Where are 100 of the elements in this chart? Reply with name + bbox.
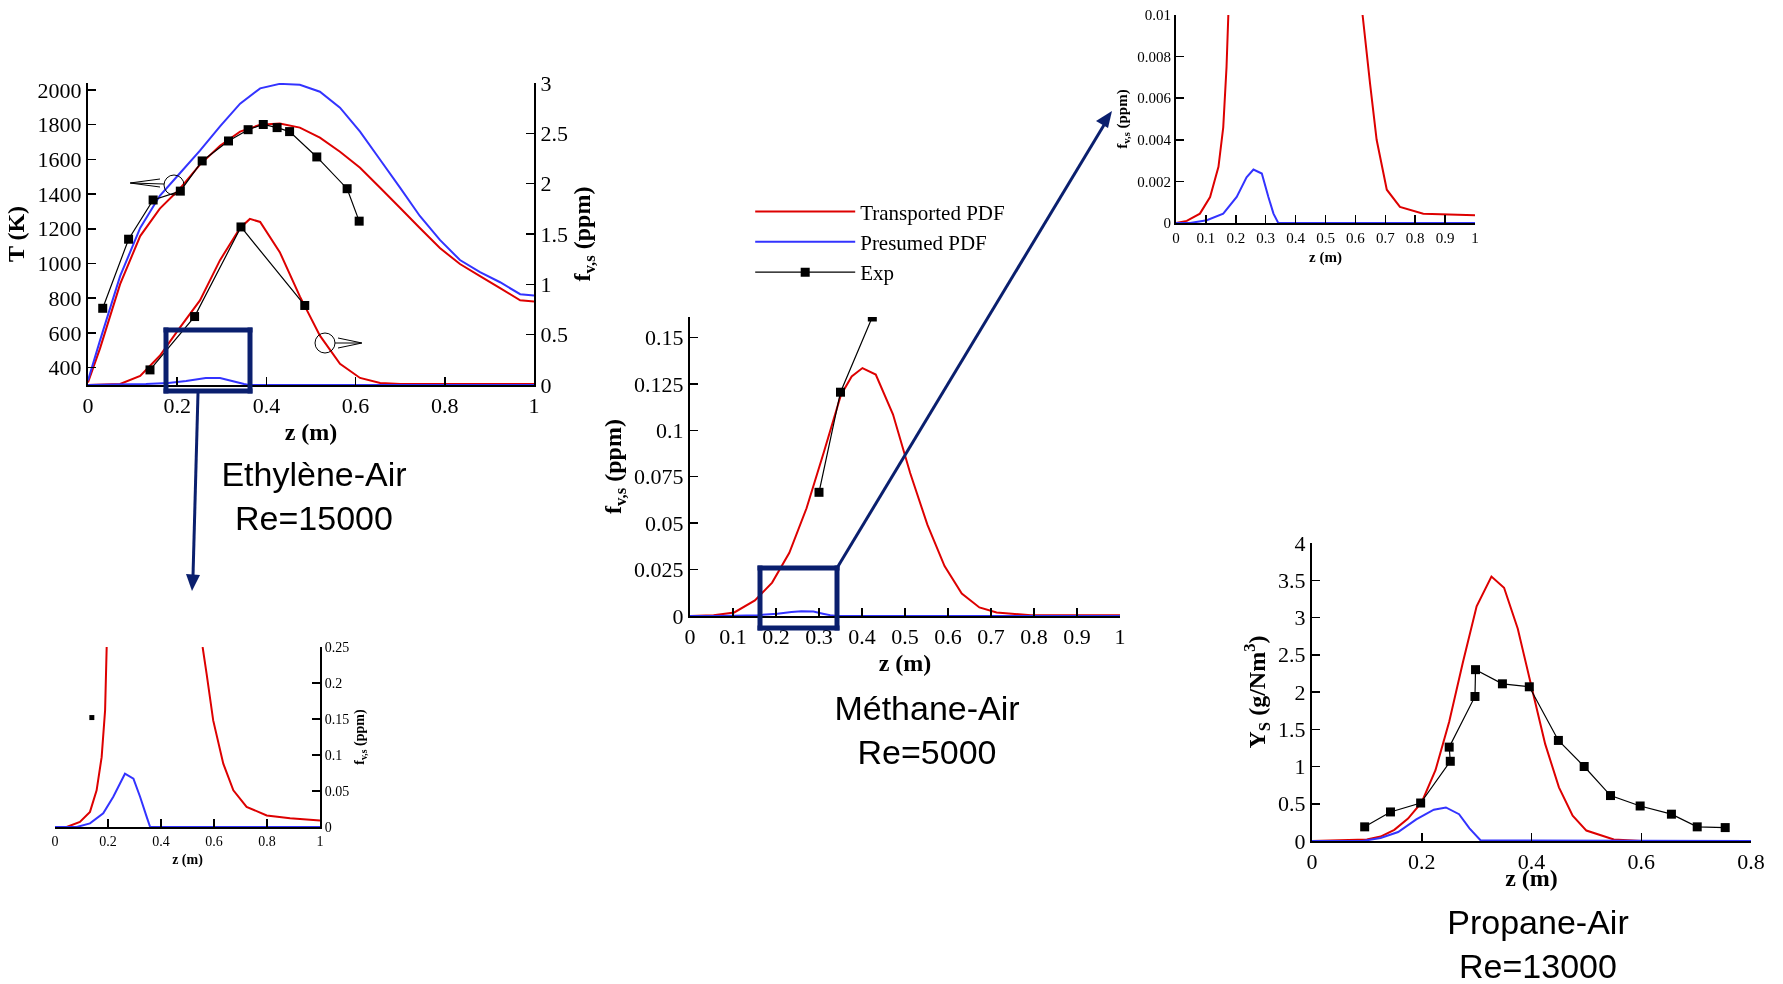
point [1666, 809, 1676, 819]
point [145, 365, 155, 375]
x-tick-label: 0.2 [762, 623, 790, 649]
y2-tick-label: 1.5 [540, 221, 568, 247]
point [1444, 742, 1454, 752]
point [1471, 665, 1481, 675]
point [272, 123, 282, 133]
y2-tick-label: 0.15 [324, 711, 350, 727]
x-tick-label: 0.2 [1226, 230, 1246, 246]
x-tick-label: 0.6 [1627, 849, 1655, 875]
x-axis-title: z (m) [878, 649, 932, 676]
y-tick-label: 600 [48, 320, 82, 346]
x-tick-label: 1 [1471, 230, 1479, 246]
y-tick-label: 1 [1294, 754, 1306, 780]
point [236, 222, 246, 232]
y-tick-label: 3 [1294, 605, 1306, 631]
point [1445, 756, 1455, 766]
y-tick-label: 0.05 [645, 510, 684, 536]
text: Re=13000 [1458, 946, 1618, 984]
y2-tick-label: 0.5 [540, 322, 568, 348]
y-tick-label: 1.5 [1278, 716, 1306, 742]
y-tick-label: 2000 [37, 77, 82, 103]
y-tick-label: 1400 [37, 181, 82, 207]
y-tick-label: 1800 [37, 112, 82, 138]
y-tick-label: 0.15 [645, 324, 684, 350]
point [1524, 682, 1534, 692]
y-tick-label: 2.5 [1278, 642, 1306, 668]
point [98, 303, 108, 313]
y-tick-label: 0.025 [634, 556, 684, 582]
y2-tick-label: 2 [540, 171, 552, 197]
y2-tick-label: 0.05 [324, 783, 350, 799]
point [223, 136, 233, 146]
y-tick-label: 0.006 [1137, 90, 1172, 107]
y-tick-label: 4 [1294, 530, 1306, 556]
x-tick-label: 0.7 [1375, 230, 1396, 246]
x-tick-label: 0.8 [1405, 230, 1425, 246]
x-tick-label: 0.1 [719, 623, 747, 649]
text: Propane-Air [1447, 902, 1629, 943]
y2-tick-label: 0.1 [324, 747, 343, 763]
y-tick-label: 0.002 [1137, 173, 1171, 190]
point [1470, 691, 1480, 701]
legend-label: Exp [860, 260, 895, 285]
y-tick-label: 0.008 [1137, 48, 1171, 65]
x-tick-label: 1 [1114, 623, 1126, 649]
x-tick-label: 0.4 [252, 393, 281, 419]
x-tick-label: 0.8 [258, 833, 276, 849]
point [197, 156, 207, 166]
x-tick-label: 0.6 [1346, 230, 1366, 246]
point [1606, 791, 1616, 801]
point [836, 387, 845, 397]
x-axis-title: z (m) [284, 419, 338, 446]
point [354, 216, 364, 226]
point [285, 127, 295, 137]
x-tick-label: 0.3 [1256, 230, 1276, 246]
x-tick-label: 1 [316, 833, 324, 849]
point [1579, 762, 1589, 771]
text: Re=5000 [856, 732, 998, 773]
legend-label: Transported PDF [860, 200, 1005, 225]
y2-tick-label: 0.2 [324, 675, 343, 691]
y-tick-label: 0 [1163, 215, 1171, 232]
point [258, 119, 268, 129]
y-tick-label: 1200 [37, 216, 82, 242]
point [1360, 822, 1370, 832]
point [342, 184, 352, 194]
x-tick-label: 0.3 [805, 623, 833, 649]
y-tick-label: 0.125 [634, 371, 684, 397]
point [1553, 735, 1563, 745]
y-tick-label: 3.5 [1278, 567, 1306, 593]
x-tick-label: 0.8 [1020, 623, 1048, 649]
point [1692, 822, 1702, 832]
x-tick-label: 0.7 [977, 623, 1005, 649]
point [148, 195, 158, 205]
point [300, 300, 310, 310]
point [124, 234, 134, 244]
y2-tick-label: 1 [540, 272, 552, 298]
y-tick-label: 800 [48, 285, 82, 311]
x-tick-label: 0.2 [99, 833, 117, 849]
y-tick-label: 2 [1294, 679, 1306, 705]
y2-tick-label: 0.25 [324, 639, 350, 655]
y-tick-label: 0.1 [656, 417, 684, 443]
y-tick-label: 1000 [37, 251, 82, 277]
y-tick-label: 0.5 [1278, 791, 1306, 817]
point [1635, 801, 1645, 811]
point [312, 152, 322, 162]
x-tick-label: 0.6 [341, 393, 370, 419]
y2-tick-label: 0 [540, 372, 552, 398]
y-tick-label: 0.004 [1137, 132, 1172, 149]
y-tick-label: 0.075 [634, 463, 684, 489]
point [1497, 679, 1507, 689]
x-tick-label: 0.5 [1316, 230, 1335, 246]
point [814, 487, 824, 497]
x-axis-title: z (m) [172, 851, 204, 868]
x-tick-label: 0.8 [1737, 849, 1765, 875]
text: Re=15000 [234, 498, 394, 539]
y-tick-label: 0.01 [1144, 7, 1171, 24]
x-tick-label: 0.8 [431, 393, 459, 419]
x-tick-label: 0.9 [1063, 623, 1091, 649]
x-tick-label: 0.5 [891, 623, 919, 649]
y-tick-label: 1600 [37, 147, 82, 173]
x-tick-label: 0.4 [1286, 230, 1306, 246]
